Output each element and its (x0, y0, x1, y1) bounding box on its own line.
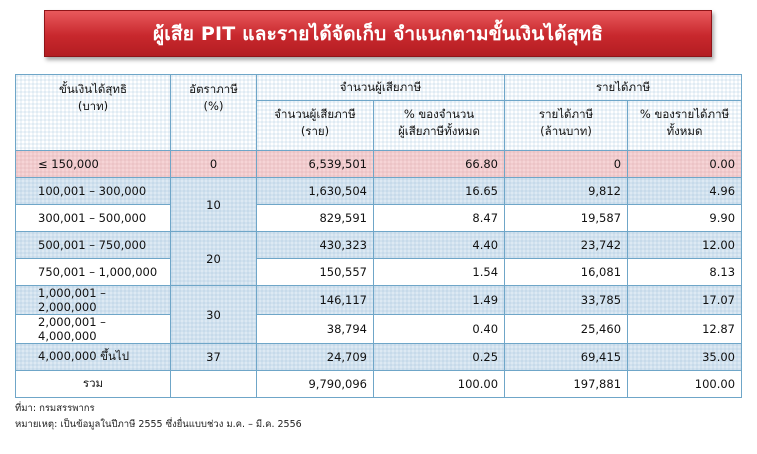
header-taxpayers-count-unit: (ราย) (300, 124, 330, 138)
header-row-2: จำนวนผู้เสียภาษี (ราย) % ของจำนวน ผู้เสี… (16, 100, 743, 151)
header-revenue-group: รายได้ภาษี (504, 74, 743, 101)
table-row: 500,001 – 750,000 20 430,323 4.40 23,742… (15, 231, 743, 286)
header-revenue-pct: % ของรายได้ภาษี ทั้งหมด (627, 100, 743, 151)
bracket-cell: ≤ 150,000 (15, 150, 171, 178)
taxpayers-pct-cell: 1.54 (372, 258, 506, 286)
revenue-pct-cell: 9.90 (627, 204, 743, 232)
rate-cell: 0 (170, 150, 257, 178)
header-bracket-unit: (บาท) (77, 99, 109, 113)
revenue-cell: 69,415 (504, 343, 629, 371)
revenue-pct-cell: 35.00 (627, 343, 743, 371)
header-taxpayers-pct: % ของจำนวน ผู้เสียภาษีทั้งหมด (372, 100, 506, 151)
revenue-cell: 23,742 (504, 231, 629, 259)
rate-cell: 10 (170, 177, 257, 232)
taxpayers-cell: 829,591 (256, 204, 374, 232)
source-note: ที่มา: กรมสรรพากร (15, 403, 95, 414)
header-revenue-unit: (ล้านบาท) (540, 124, 592, 138)
rate-cell: 20 (170, 231, 257, 286)
total-taxpayers-cell: 9,790,096 (256, 370, 374, 398)
footnotes: ที่มา: กรมสรรพากร หมายเหตุ: เป็นข้อมูลใน… (15, 401, 302, 433)
revenue-cell: 9,812 (504, 177, 629, 205)
revenue-cell: 0 (504, 150, 629, 178)
header-revenue-pct-label: % ของรายได้ภาษี (639, 107, 730, 121)
taxpayers-cell: 146,117 (256, 285, 374, 315)
header-rate: อัตราภาษี (%) (170, 74, 257, 151)
taxpayers-cell: 6,539,501 (256, 150, 374, 178)
revenue-cell: 33,785 (504, 285, 629, 315)
taxpayers-cell: 430,323 (256, 231, 374, 259)
table-row: 750,001 – 1,000,000 150,557 1.54 16,081 … (15, 258, 743, 286)
revenue-cell: 16,081 (504, 258, 629, 286)
taxpayers-pct-cell: 0.40 (372, 314, 506, 344)
table-row: 2,000,001 – 4,000,000 38,794 0.40 25,460… (15, 314, 743, 344)
header-row-1: ขั้นเงินได้สุทธิ (บาท) อัตราภาษี (%) จำน… (15, 74, 743, 151)
total-taxpayers-pct-cell: 100.00 (372, 370, 506, 398)
taxpayers-pct-cell: 4.40 (372, 231, 506, 259)
revenue-cell: 25,460 (504, 314, 629, 344)
total-label: รวม (15, 370, 171, 398)
total-revenue-pct-cell: 100.00 (627, 370, 743, 398)
taxpayers-cell: 150,557 (256, 258, 374, 286)
table-row: 4,000,000 ขึ้นไป 37 24,709 0.25 69,415 3… (15, 343, 743, 371)
table-row: 300,001 – 500,000 829,591 8.47 19,587 9.… (15, 204, 743, 232)
header-bracket-label: ขั้นเงินได้สุทธิ (58, 82, 127, 96)
revenue-pct-cell: 8.13 (627, 258, 743, 286)
taxpayers-pct-cell: 1.49 (372, 285, 506, 315)
total-rate-cell (170, 370, 257, 398)
revenue-pct-cell: 12.00 (627, 231, 743, 259)
table-row: 100,001 – 300,000 10 1,630,504 16.65 9,8… (15, 177, 743, 232)
header-rate-unit: (%) (203, 99, 224, 113)
tax-bracket-table: ขั้นเงินได้สุทธิ (บาท) อัตราภาษี (%) จำน… (15, 74, 743, 398)
taxpayers-pct-cell: 8.47 (372, 204, 506, 232)
rate-cell: 37 (170, 343, 257, 371)
header-taxpayers-count: จำนวนผู้เสียภาษี (ราย) (256, 100, 374, 151)
revenue-pct-cell: 12.87 (627, 314, 743, 344)
table-row: 1,000,001 – 2,000,000 30 146,117 1.49 33… (15, 285, 743, 344)
header-revenue-label: รายได้ภาษี (538, 107, 594, 121)
title-text: ผู้เสีย PIT และรายได้จัดเก็บ จำแนกตามขั้… (152, 22, 604, 45)
bracket-cell: 1,000,001 – 2,000,000 (15, 285, 171, 315)
page-title: ผู้เสีย PIT และรายได้จัดเก็บ จำแนกตามขั้… (44, 10, 712, 57)
rate-cell: 30 (170, 285, 257, 344)
taxpayers-pct-cell: 0.25 (372, 343, 506, 371)
table-row: ≤ 150,000 0 6,539,501 66.80 0 0.00 (15, 150, 743, 178)
taxpayers-pct-cell: 16.65 (372, 177, 506, 205)
total-revenue-cell: 197,881 (504, 370, 629, 398)
bracket-cell: 4,000,000 ขึ้นไป (15, 343, 171, 371)
bracket-cell: 100,001 – 300,000 (15, 177, 171, 205)
revenue-pct-cell: 17.07 (627, 285, 743, 315)
header-taxpayers-pct-label: % ของจำนวน (403, 107, 475, 121)
header-taxpayers-group: จำนวนผู้เสียภาษี (255, 74, 506, 101)
header-taxpayers-count-label: จำนวนผู้เสียภาษี (274, 107, 356, 121)
taxpayers-cell: 1,630,504 (256, 177, 374, 205)
revenue-pct-cell: 0.00 (627, 150, 743, 178)
bracket-cell: 300,001 – 500,000 (15, 204, 171, 232)
bracket-cell: 2,000,001 – 4,000,000 (15, 314, 171, 344)
bracket-cell: 500,001 – 750,000 (15, 231, 171, 259)
header-taxpayers-pct-label-2: ผู้เสียภาษีทั้งหมด (398, 124, 480, 138)
header-rate-label: อัตราภาษี (189, 82, 238, 96)
taxpayers-cell: 24,709 (256, 343, 374, 371)
header-revenue: รายได้ภาษี (ล้านบาท) (504, 100, 629, 151)
revenue-pct-cell: 4.96 (627, 177, 743, 205)
taxpayers-pct-cell: 66.80 (372, 150, 506, 178)
revenue-cell: 19,587 (504, 204, 629, 232)
bracket-cell: 750,001 – 1,000,000 (15, 258, 171, 286)
total-row: รวม 9,790,096 100.00 197,881 100.00 (15, 370, 743, 398)
taxpayers-cell: 38,794 (256, 314, 374, 344)
header-revenue-pct-label-2: ทั้งหมด (666, 124, 703, 138)
header-bracket: ขั้นเงินได้สุทธิ (บาท) (15, 74, 171, 151)
remark-note: หมายเหตุ: เป็นข้อมูลในปีภาษี 2555 ซึ่งยื… (15, 419, 302, 430)
